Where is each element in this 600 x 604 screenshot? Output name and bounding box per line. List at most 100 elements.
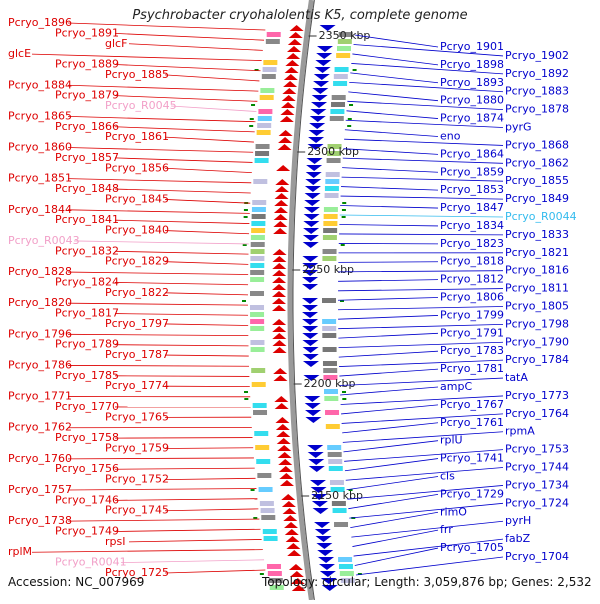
reverse-gene-arrow	[308, 459, 324, 465]
kbp-tick-label: 2250 kbp	[302, 263, 354, 276]
reverse-gene-arrow	[315, 67, 331, 73]
gc-marker	[342, 391, 346, 393]
left-label-connector	[115, 499, 257, 501]
reverse-gene-arrow	[312, 88, 328, 94]
right-gene-label: tatA	[505, 371, 528, 384]
right-gene-label: Pcryo_1781	[440, 362, 504, 375]
right-label-connector	[347, 476, 438, 489]
reverse-gene-arrow	[311, 102, 327, 108]
right-gene-label: rplU	[440, 434, 463, 447]
forward-gene-arrow	[273, 221, 287, 227]
left-label-connector	[68, 303, 248, 305]
reverse-gene-arrow	[307, 158, 323, 164]
right-label-connector	[342, 168, 438, 173]
cog-category-block	[266, 39, 280, 44]
forward-gene-arrow	[275, 186, 289, 192]
forward-gene-arrow	[287, 46, 301, 52]
right-gene-label: Pcryo_1898	[440, 58, 504, 71]
left-label-connector	[68, 272, 248, 274]
forward-gene-arrow	[272, 270, 286, 276]
reverse-gene-arrow	[302, 284, 318, 290]
right-gene-label: Pcryo_1799	[440, 308, 504, 321]
right-gene-label: frr	[440, 523, 453, 536]
left-label-connector	[115, 438, 252, 439]
forward-gene-arrow	[274, 200, 288, 206]
forward-gene-arrow	[275, 403, 289, 409]
forward-gene-arrow	[274, 214, 288, 220]
gc-marker	[249, 125, 253, 127]
gc-marker	[244, 391, 248, 393]
kbp-tick-label: 2200 kbp	[304, 377, 356, 390]
right-label-connector	[339, 369, 438, 376]
right-label-connector	[338, 262, 438, 263]
left-label-connector	[32, 550, 263, 553]
forward-gene-arrow	[280, 116, 294, 122]
forward-gene-arrow	[285, 60, 299, 66]
left-gene-label: Pcryo_1822	[105, 286, 169, 299]
reverse-gene-arrow	[316, 543, 332, 549]
reverse-gene-arrow	[304, 200, 320, 206]
gc-marker	[342, 202, 346, 204]
cog-category-block	[322, 326, 336, 331]
right-gene-label: Pcryo_1833	[505, 228, 569, 241]
forward-gene-arrow	[272, 291, 286, 297]
forward-gene-arrow	[279, 466, 293, 472]
right-gene-label: Pcryo_1883	[505, 85, 569, 98]
cog-category-block	[251, 228, 265, 233]
left-label-connector	[115, 529, 260, 531]
reverse-gene-arrow	[314, 74, 330, 80]
forward-gene-arrow	[290, 25, 304, 31]
left-gene-label: Pcryo_R0045	[105, 99, 177, 112]
right-label-connector	[339, 351, 438, 357]
right-label-connector	[342, 423, 438, 433]
accession-label: Accession: NC_007969	[8, 575, 144, 589]
left-gene-label: Pcryo_1745	[105, 504, 169, 517]
cog-category-block	[325, 193, 339, 198]
forward-gene-arrow	[280, 480, 294, 486]
forward-gene-arrow	[274, 207, 288, 213]
right-gene-label: Pcryo_1818	[440, 255, 504, 268]
right-gene-label: Pcryo_1734	[505, 478, 569, 491]
cog-category-block	[336, 53, 350, 58]
cog-category-block	[250, 326, 264, 331]
cog-category-block	[250, 312, 264, 317]
right-gene-label: Pcryo_1805	[505, 299, 569, 312]
right-gene-label: ampC	[440, 380, 472, 393]
cog-category-block	[322, 333, 336, 338]
cog-category-block	[254, 431, 268, 436]
left-gene-label: Pcryo_1885	[105, 68, 169, 81]
left-label-connector	[68, 458, 254, 459]
cog-category-block	[261, 515, 275, 520]
gc-marker	[342, 209, 346, 211]
right-label-connector	[339, 234, 503, 235]
right-gene-label: fabZ	[505, 532, 531, 545]
reverse-gene-arrow	[302, 256, 318, 262]
cog-category-block	[255, 151, 269, 156]
gc-marker	[348, 118, 352, 120]
forward-gene-arrow	[273, 347, 287, 353]
right-label-connector	[341, 187, 438, 191]
forward-gene-arrow	[285, 529, 299, 535]
left-gene-label: Pcryo_1829	[105, 255, 169, 268]
forward-gene-arrow	[272, 340, 286, 346]
cog-category-block	[324, 207, 338, 212]
left-label-connector	[165, 168, 252, 172]
cog-category-block	[332, 95, 346, 100]
right-gene-label: Pcryo_1806	[440, 291, 504, 304]
right-label-connector	[340, 378, 503, 385]
forward-gene-arrow	[284, 522, 298, 528]
cog-category-block	[259, 487, 273, 492]
forward-gene-arrow	[272, 319, 286, 325]
reverse-gene-arrow	[302, 319, 318, 325]
cog-category-block	[250, 263, 264, 268]
cog-category-block	[327, 445, 341, 450]
right-gene-label: Pcryo_1892	[505, 67, 569, 80]
gc-marker	[342, 398, 346, 400]
kbp-tick-label: 2350 kbp	[319, 29, 371, 42]
cog-category-block	[260, 88, 274, 93]
cog-category-block	[333, 81, 347, 86]
gc-marker	[353, 69, 357, 71]
cog-category-block	[255, 445, 269, 450]
forward-gene-arrow	[272, 263, 286, 269]
